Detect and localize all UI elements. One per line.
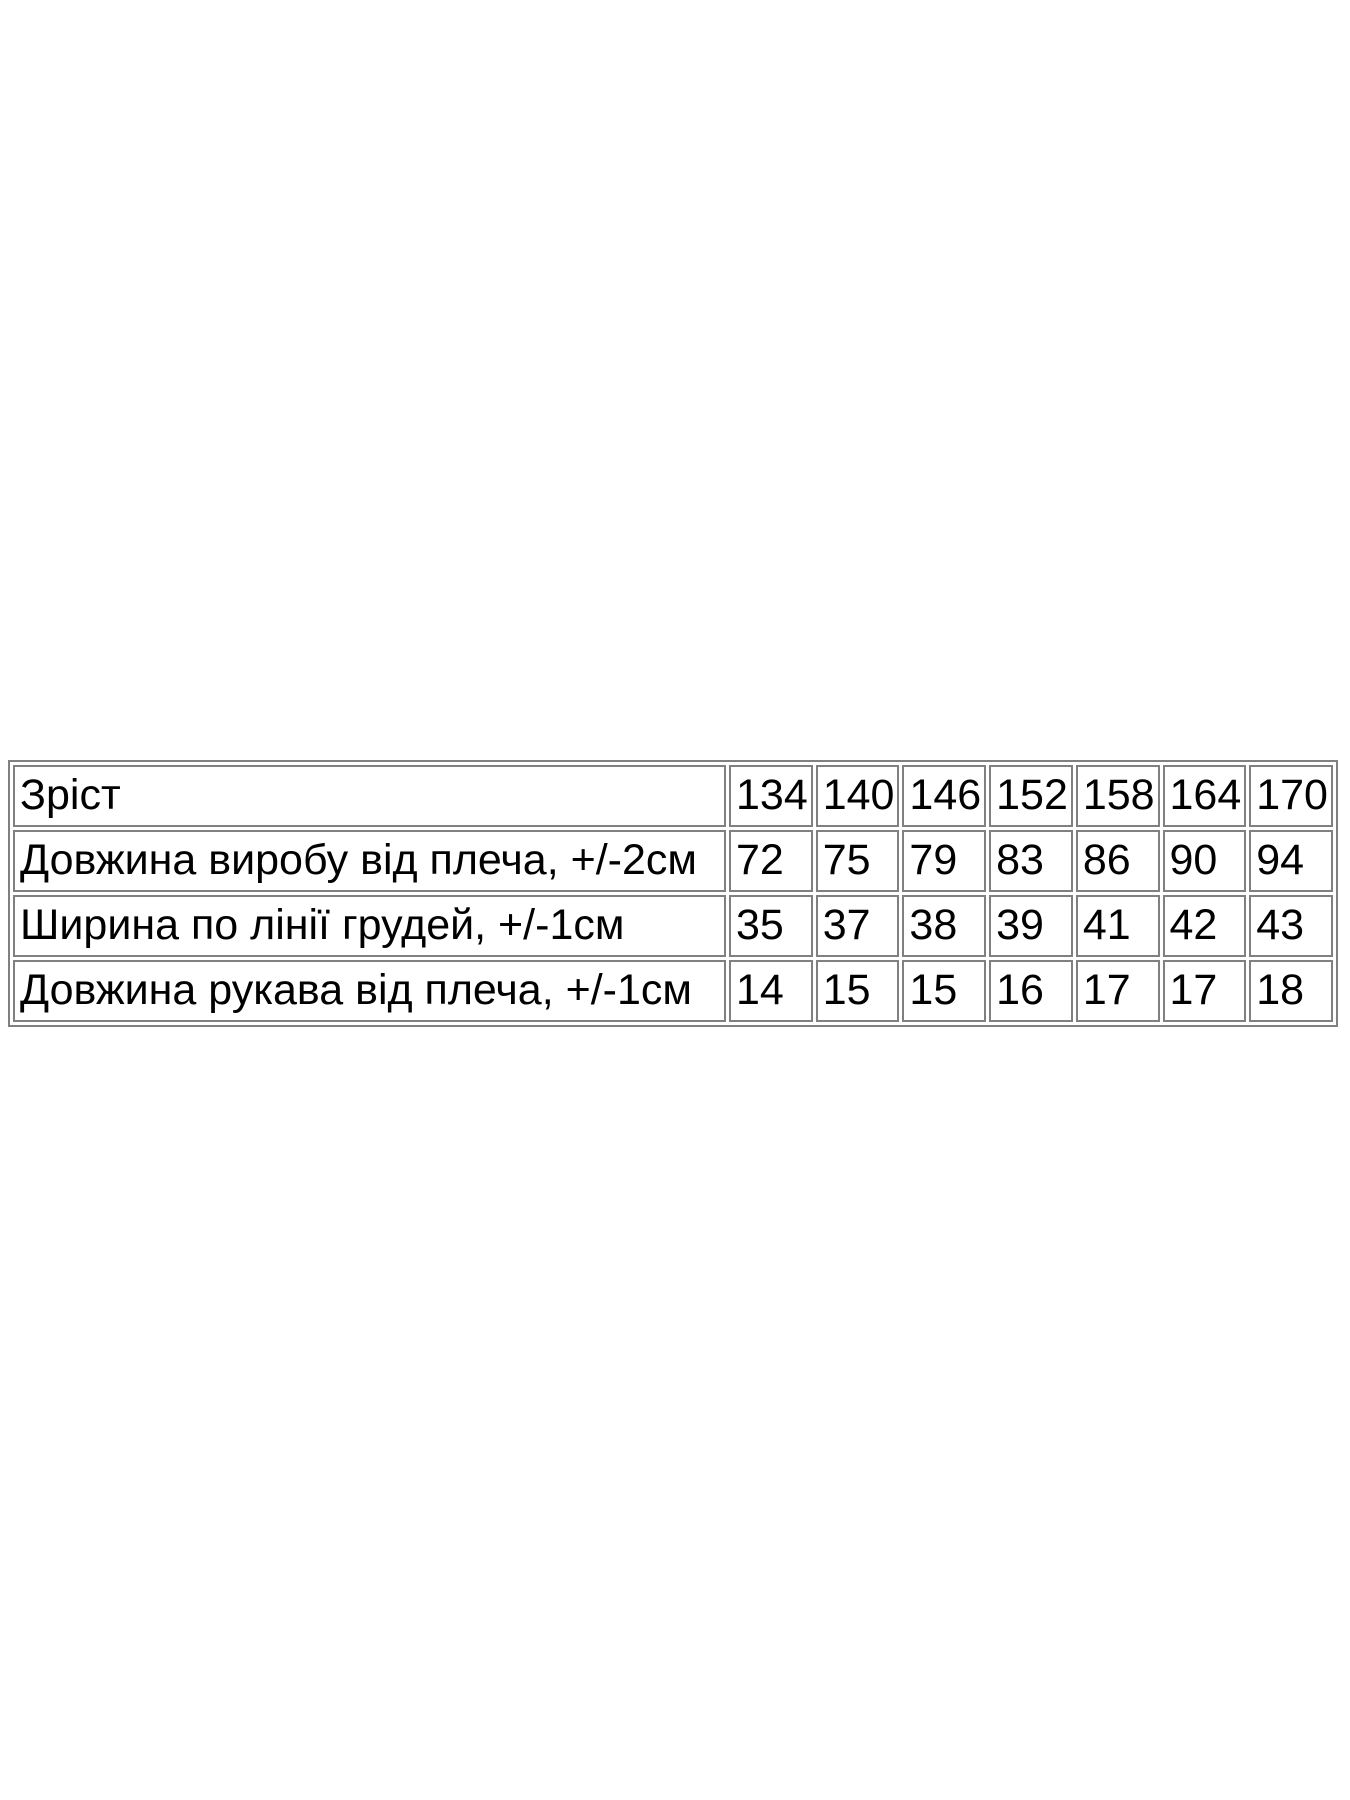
table-cell: 15 (815, 960, 900, 1022)
header-cell: 158 (1075, 765, 1160, 827)
table-cell: 37 (815, 895, 900, 957)
table-cell: 17 (1075, 960, 1160, 1022)
table-cell: 72 (729, 830, 813, 892)
table-cell: 14 (729, 960, 813, 1022)
row-label-sleeve-length: Довжина рукава від плеча, +/-1см (13, 960, 726, 1022)
table-cell: 17 (1162, 960, 1247, 1022)
header-cell: 146 (902, 765, 987, 827)
table-cell: 79 (902, 830, 987, 892)
row-label-chest-width: Ширина по лінії грудей, +/-1см (13, 895, 726, 957)
header-cell: 164 (1162, 765, 1247, 827)
table-cell: 83 (989, 830, 1073, 892)
table-cell: 75 (815, 830, 900, 892)
table-cell: 38 (902, 895, 987, 957)
header-cell: 170 (1249, 765, 1333, 827)
header-cell: 134 (729, 765, 813, 827)
table-cell: 43 (1249, 895, 1333, 957)
header-cell: 140 (815, 765, 900, 827)
table-cell: 39 (989, 895, 1073, 957)
table-cell: 94 (1249, 830, 1333, 892)
top-whitespace (0, 0, 1350, 760)
table-cell: 35 (729, 895, 813, 957)
table-cell: 15 (902, 960, 987, 1022)
table-row-header: Зріст 134 140 146 152 158 164 170 (13, 765, 1333, 827)
table-cell: 16 (989, 960, 1073, 1022)
table-cell: 86 (1075, 830, 1160, 892)
table-row-product-length: Довжина виробу від плеча, +/-2см 72 75 7… (13, 830, 1333, 892)
table-row-chest-width: Ширина по лінії грудей, +/-1см 35 37 38 … (13, 895, 1333, 957)
row-label-product-length: Довжина виробу від плеча, +/-2см (13, 830, 726, 892)
size-chart-table: Зріст 134 140 146 152 158 164 170 Довжин… (8, 760, 1338, 1027)
header-cell: 152 (989, 765, 1073, 827)
table-row-sleeve-length: Довжина рукава від плеча, +/-1см 14 15 1… (13, 960, 1333, 1022)
table-cell: 42 (1162, 895, 1247, 957)
table-cell: 41 (1075, 895, 1160, 957)
row-label-height: Зріст (13, 765, 726, 827)
table-cell: 18 (1249, 960, 1333, 1022)
table-cell: 90 (1162, 830, 1247, 892)
